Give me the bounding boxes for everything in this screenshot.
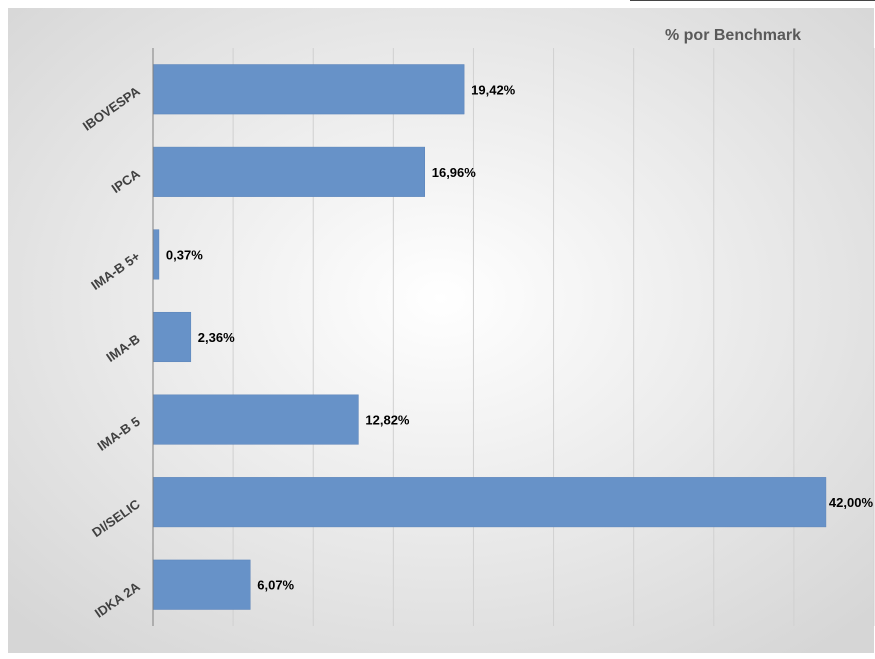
data-label: 16,96% (432, 165, 477, 180)
bar-ibovespa (152, 64, 465, 115)
bar-ipca (152, 146, 425, 197)
data-labels: 19,42% 16,96% 0,37% 2,36% 12,82% 42,00% 6,07% (166, 82, 874, 592)
bar-ima-b-5 (152, 394, 359, 445)
data-label: 12,82% (365, 413, 410, 428)
chart-title: % por Benchmark (665, 27, 801, 44)
data-label: 6,07% (257, 578, 294, 593)
bar-ima-b (152, 311, 192, 363)
data-label: 2,36% (198, 330, 235, 345)
bar-di-selic (152, 477, 827, 528)
bar-idka-2a (152, 559, 251, 610)
data-label: 42,00% (829, 495, 874, 510)
chart-background (8, 8, 874, 653)
grid-lines (232, 48, 875, 626)
data-label: 19,42% (471, 82, 516, 97)
bar-ima-b-5- (152, 229, 160, 280)
data-label: 0,37% (166, 247, 203, 262)
bars (152, 64, 827, 610)
